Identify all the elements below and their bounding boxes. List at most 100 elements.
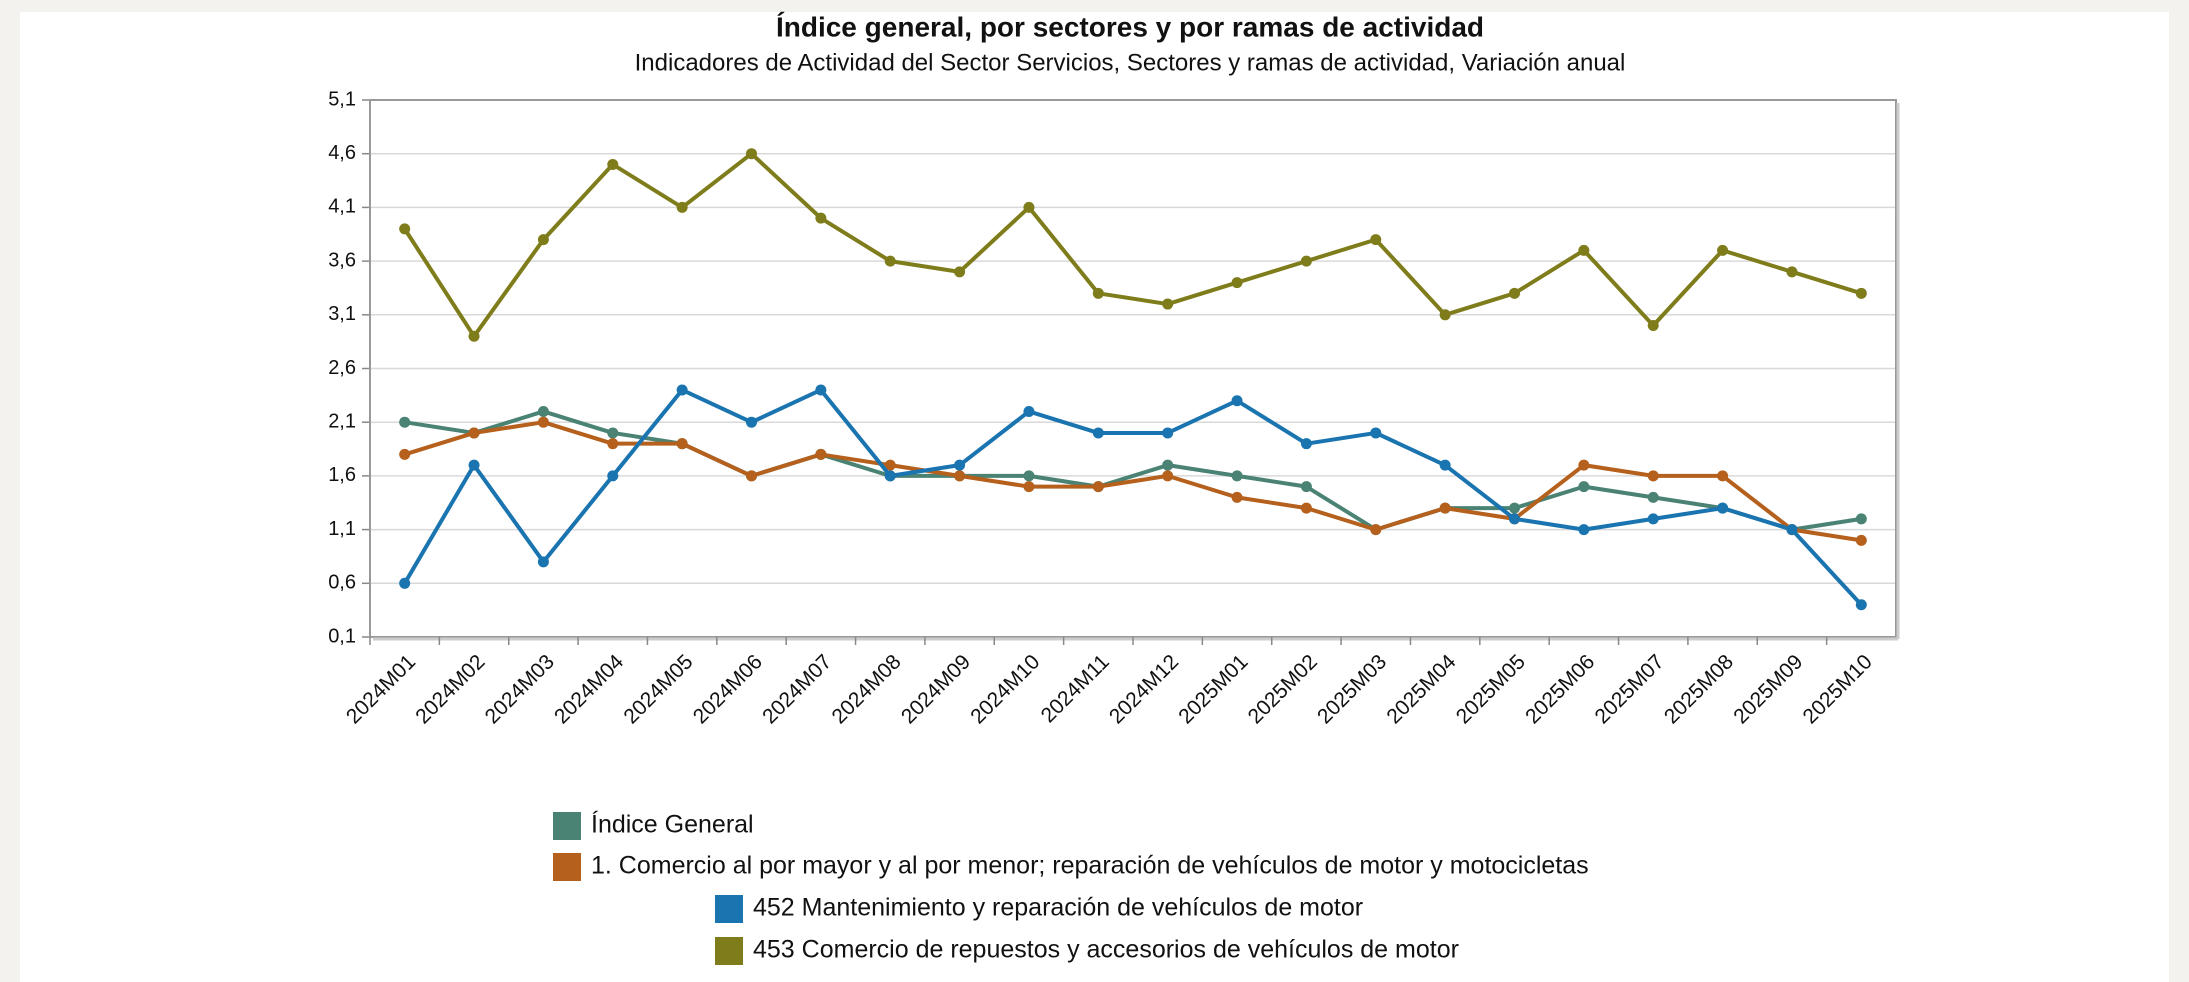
series-point xyxy=(676,384,688,396)
series-point xyxy=(815,448,827,460)
y-tick-label: 4,1 xyxy=(328,196,356,218)
series-point xyxy=(746,416,757,428)
series-line xyxy=(402,387,1863,607)
series-point xyxy=(1092,287,1104,299)
series-point xyxy=(954,459,966,471)
y-tick-label: 2,6 xyxy=(328,357,356,379)
series-point xyxy=(1509,513,1520,525)
series-point xyxy=(468,330,480,342)
series-point xyxy=(1162,427,1174,439)
series-line xyxy=(404,409,1862,532)
chart-title: Índice general, por sectores y por ramas… xyxy=(776,11,1484,42)
series-point xyxy=(676,201,688,213)
series-point xyxy=(537,416,549,428)
series-point xyxy=(1509,287,1520,299)
series-line xyxy=(403,151,1862,339)
series-point xyxy=(607,438,619,450)
series-point xyxy=(1786,524,1798,536)
series-point xyxy=(954,470,966,482)
series-point xyxy=(1231,277,1243,289)
series-point xyxy=(676,438,688,450)
series-point xyxy=(1231,395,1243,407)
y-tick-label: 0,1 xyxy=(328,625,356,647)
series-point xyxy=(1300,255,1312,267)
series-point xyxy=(1647,491,1659,503)
series-point xyxy=(815,212,827,224)
series-point xyxy=(1855,513,1867,525)
series-point xyxy=(1370,524,1382,536)
series-point xyxy=(1370,234,1382,246)
series-point xyxy=(1023,470,1035,482)
series-point xyxy=(884,459,896,471)
series-point xyxy=(1786,266,1798,278)
series-point xyxy=(746,148,757,160)
series-point xyxy=(1509,502,1520,514)
series-point xyxy=(399,416,411,428)
series-point xyxy=(1300,438,1312,450)
series-point xyxy=(815,384,827,396)
series-point xyxy=(607,427,619,439)
series-point xyxy=(607,470,619,482)
legend-label: 452 Mantenimiento y reparación de vehícu… xyxy=(753,894,1363,922)
series-point xyxy=(1439,502,1451,514)
series-point xyxy=(1717,470,1729,482)
series-point xyxy=(1717,502,1729,514)
series-point xyxy=(746,470,757,482)
legend-swatch xyxy=(715,895,743,923)
series-point xyxy=(1023,481,1035,493)
series-point xyxy=(1578,481,1590,493)
y-tick-label: 5,1 xyxy=(328,88,356,110)
series-point xyxy=(1092,481,1104,493)
series-point xyxy=(1023,201,1035,213)
series-point xyxy=(607,158,619,170)
chart-subtitle: Indicadores de Actividad del Sector Serv… xyxy=(635,49,1626,76)
y-tick-label: 3,6 xyxy=(328,249,356,271)
series-point xyxy=(1162,459,1174,471)
series-point xyxy=(468,459,480,471)
series-point xyxy=(1855,287,1867,299)
legend-label: 453 Comercio de repuestos y accesorios d… xyxy=(753,936,1459,964)
y-tick-label: 4,6 xyxy=(328,142,356,164)
legend-label: 1. Comercio al por mayor y al por menor;… xyxy=(591,852,1589,880)
series-point xyxy=(537,234,549,246)
series-line xyxy=(404,420,1862,543)
y-tick-label: 0,6 xyxy=(328,572,356,594)
series-point xyxy=(1231,470,1243,482)
series-point xyxy=(1023,405,1035,417)
series-point xyxy=(1647,320,1659,332)
legend-swatch xyxy=(553,812,581,840)
legend-swatch xyxy=(553,853,581,881)
series-point xyxy=(884,255,896,267)
series-point xyxy=(1300,502,1312,514)
series-point xyxy=(1855,599,1867,611)
series-point xyxy=(1578,524,1590,536)
series-point xyxy=(1647,513,1659,525)
series-point xyxy=(399,223,411,235)
series-point xyxy=(884,470,896,482)
series-point xyxy=(399,577,411,589)
legend-swatch xyxy=(715,937,743,965)
series-point xyxy=(1092,427,1104,439)
series-point xyxy=(954,266,966,278)
series-point xyxy=(1162,470,1174,482)
y-tick-label: 3,1 xyxy=(328,303,356,325)
series-point xyxy=(537,556,549,568)
y-tick-label: 1,6 xyxy=(328,464,356,486)
series-point xyxy=(1162,298,1174,310)
series-point xyxy=(1439,309,1451,321)
y-tick-label: 1,1 xyxy=(328,518,356,540)
series-point xyxy=(1300,481,1312,493)
series-point xyxy=(1717,244,1729,256)
series-point xyxy=(1855,534,1867,546)
series-point xyxy=(1439,459,1451,471)
series-point xyxy=(1578,459,1590,471)
series-point xyxy=(1231,491,1243,503)
series-point xyxy=(537,405,549,417)
panel xyxy=(20,12,2169,982)
y-tick-label: 2,1 xyxy=(328,410,356,432)
series-point xyxy=(1578,244,1590,256)
series-point xyxy=(399,448,411,460)
series-point xyxy=(1370,427,1382,439)
legend-label: Índice General xyxy=(591,810,754,839)
